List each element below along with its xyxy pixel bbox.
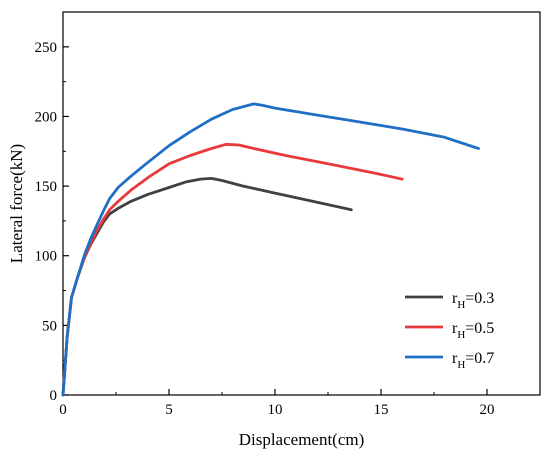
y-tick-label: 0	[50, 388, 58, 404]
y-tick-label: 200	[35, 109, 58, 125]
x-axis-title: Displacement(cm)	[239, 430, 365, 449]
x-tick-label: 5	[165, 402, 173, 418]
y-axis-title: Lateral force(kN)	[7, 144, 26, 263]
x-tick-label: 20	[480, 402, 495, 418]
legend-label: rH=0.7	[452, 350, 494, 371]
series-line-3	[61, 102, 480, 397]
series-lines	[61, 102, 480, 397]
x-tick-label: 15	[374, 402, 389, 418]
series-line-1	[61, 177, 353, 397]
y-tick-label: 100	[35, 249, 58, 265]
legend: rH=0.3 rH=0.5 rH=0.7	[405, 290, 494, 371]
y-tick-label: 150	[35, 179, 58, 195]
axis-ticks	[62, 46, 488, 396]
y-tick-label: 250	[35, 40, 58, 56]
legend-label: rH=0.3	[452, 290, 494, 311]
plot-frame	[62, 11, 541, 396]
x-tick-label: 0	[59, 402, 67, 418]
x-tick-label: 10	[268, 402, 283, 418]
legend-label: rH=0.5	[452, 320, 494, 341]
y-tick-label: 50	[42, 318, 57, 334]
